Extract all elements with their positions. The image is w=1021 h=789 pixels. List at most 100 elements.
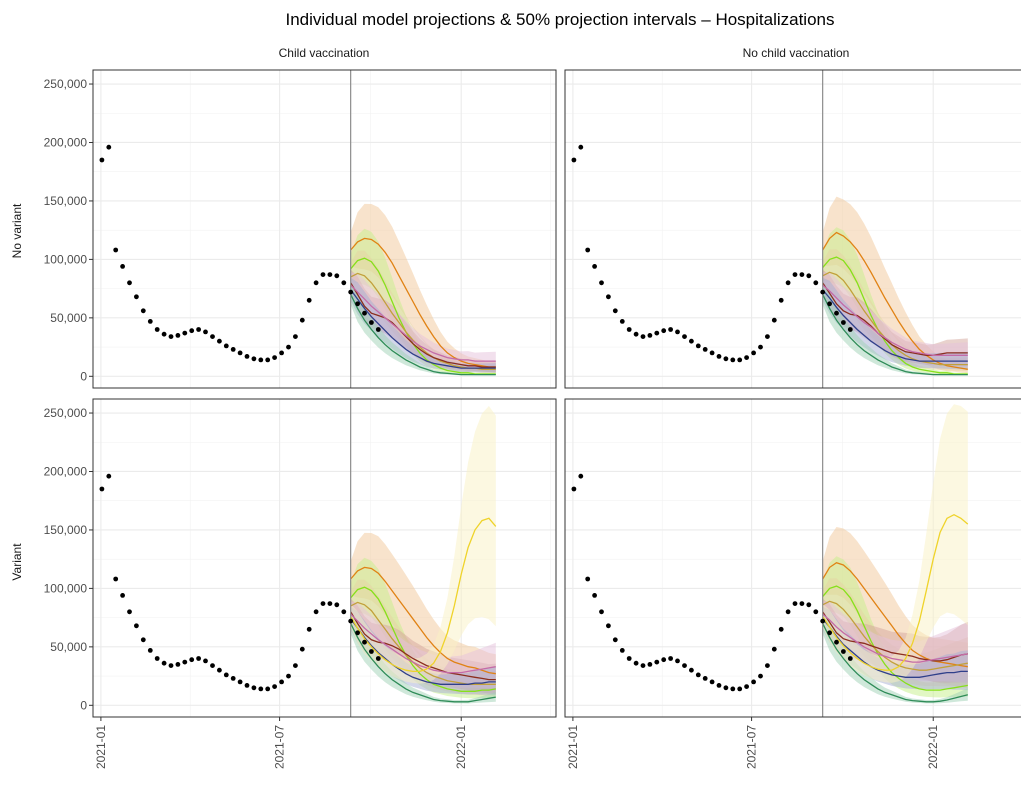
observed-point bbox=[654, 659, 660, 665]
y-tick-label: 0 bbox=[80, 369, 87, 383]
observed-point bbox=[847, 327, 853, 332]
x-tick-label: 2021-01 bbox=[566, 725, 580, 769]
observed-point bbox=[140, 637, 146, 643]
panel-no-child-vaccination-variant: 2021-01 2021-07 2022-01 bbox=[564, 398, 1021, 769]
observed-point bbox=[689, 338, 694, 344]
observed-point bbox=[716, 354, 722, 359]
observed-point bbox=[134, 623, 139, 629]
observed-point bbox=[313, 280, 319, 286]
observed-point bbox=[709, 350, 715, 356]
observed-point bbox=[599, 280, 604, 286]
y-tick-label: 200,000 bbox=[44, 135, 88, 149]
observed-point bbox=[99, 486, 105, 492]
observed-point bbox=[140, 308, 146, 314]
observed-point bbox=[320, 272, 326, 277]
x-tick-label: 2021-07 bbox=[273, 725, 287, 769]
observed-point bbox=[585, 576, 591, 582]
observed-point bbox=[369, 320, 374, 325]
observed-point bbox=[806, 602, 812, 608]
observed-point bbox=[737, 686, 743, 692]
observed-point bbox=[348, 618, 354, 624]
observed-point bbox=[286, 673, 291, 679]
observed-point bbox=[217, 667, 222, 673]
observed-point bbox=[765, 663, 770, 668]
y-tick-label: 150,000 bbox=[44, 523, 88, 537]
observed-point bbox=[306, 626, 312, 632]
projection-line-5 bbox=[350, 289, 496, 369]
x-tick-label: 2021-01 bbox=[94, 725, 108, 769]
observed-point bbox=[327, 601, 333, 606]
observed-point bbox=[695, 343, 701, 349]
observed-point bbox=[237, 350, 243, 356]
observed-point bbox=[189, 328, 195, 334]
projection-line-4 bbox=[350, 284, 496, 362]
projection-line-1 bbox=[350, 586, 496, 692]
observed-point bbox=[210, 334, 215, 339]
projection-line-7 bbox=[350, 517, 497, 673]
observed-point bbox=[272, 355, 277, 360]
observed-point bbox=[355, 301, 360, 307]
observed-point bbox=[341, 609, 347, 615]
observed-point bbox=[571, 486, 577, 492]
strip-label-no-child-vaccination: No child vaccination bbox=[743, 46, 850, 60]
projection-interval-band-6 bbox=[822, 612, 968, 704]
observed-point bbox=[647, 662, 653, 667]
y-tick-label: 250,000 bbox=[44, 77, 88, 91]
observed-point bbox=[334, 273, 340, 279]
projection-line-0 bbox=[822, 561, 968, 668]
observed-point bbox=[182, 659, 188, 665]
observed-point bbox=[168, 663, 174, 668]
observed-point bbox=[675, 658, 680, 664]
observed-point bbox=[695, 672, 701, 678]
observed-point bbox=[147, 319, 153, 324]
projection-line-1 bbox=[822, 256, 968, 375]
projection-interval-band-0 bbox=[350, 203, 496, 373]
panel-border bbox=[564, 398, 1021, 718]
observed-point bbox=[771, 317, 777, 323]
observed-point bbox=[154, 656, 160, 661]
observed-point bbox=[827, 301, 832, 307]
observed-point bbox=[785, 609, 791, 615]
observed-point bbox=[369, 649, 374, 654]
observed-point bbox=[120, 264, 125, 269]
projection-line-4 bbox=[350, 613, 496, 674]
projection-interval-band-7 bbox=[822, 404, 968, 683]
observed-point bbox=[820, 289, 826, 295]
observed-point bbox=[147, 648, 153, 653]
observed-point bbox=[661, 657, 667, 663]
projection-interval-band-1 bbox=[350, 557, 496, 699]
observed-point bbox=[299, 646, 305, 652]
observed-point bbox=[619, 648, 625, 653]
observed-point bbox=[168, 334, 174, 339]
x-tick-label: 2021-07 bbox=[745, 725, 759, 769]
observed-point bbox=[633, 660, 639, 666]
observed-point bbox=[258, 357, 264, 363]
projection-line-4 bbox=[822, 284, 968, 356]
observed-point bbox=[286, 344, 291, 350]
projection-line-6 bbox=[822, 294, 968, 376]
panel-no-child-vaccination-no-variant bbox=[564, 69, 1021, 389]
observed-point bbox=[571, 157, 577, 163]
y-tick-label: 100,000 bbox=[44, 581, 88, 595]
observed-point bbox=[841, 320, 846, 325]
observed-point bbox=[175, 333, 181, 338]
observed-point bbox=[758, 344, 763, 350]
observed-point bbox=[293, 334, 298, 339]
observed-point bbox=[702, 347, 708, 352]
observed-point bbox=[355, 630, 360, 636]
observed-point bbox=[251, 356, 257, 362]
projection-interval-band-1 bbox=[822, 556, 968, 698]
observed-point bbox=[834, 639, 839, 645]
observed-point bbox=[585, 247, 591, 253]
observed-point bbox=[619, 319, 625, 324]
observed-point bbox=[306, 297, 312, 303]
observed-point bbox=[203, 658, 208, 664]
observed-point bbox=[820, 618, 826, 624]
observed-point bbox=[771, 646, 777, 652]
observed-point bbox=[730, 686, 736, 692]
y-tick-label: 100,000 bbox=[44, 252, 88, 266]
observed-point bbox=[223, 343, 229, 349]
observed-point bbox=[640, 663, 646, 668]
observed-point bbox=[606, 294, 611, 300]
